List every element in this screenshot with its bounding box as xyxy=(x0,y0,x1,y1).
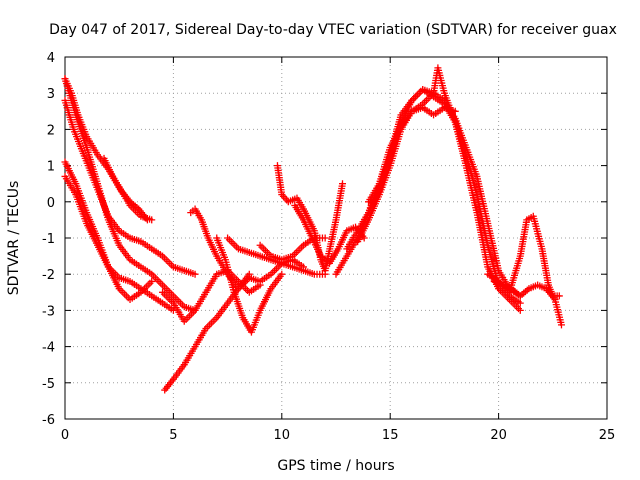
x-axis-label: GPS time / hours xyxy=(277,458,394,474)
y-axis-label: SDTVAR / TECUs xyxy=(6,181,22,296)
y-tick-label: 4 xyxy=(47,51,55,66)
data-point xyxy=(339,180,347,188)
x-tick-label: 15 xyxy=(382,428,399,443)
y-tick-label: -3 xyxy=(42,304,55,319)
data-point xyxy=(516,299,524,307)
data-point xyxy=(557,321,565,329)
data-point xyxy=(278,270,286,278)
y-tick-label: 3 xyxy=(47,87,55,102)
data-point xyxy=(191,270,199,278)
data-point xyxy=(516,306,524,314)
data-point xyxy=(148,277,156,285)
data-point xyxy=(143,216,151,224)
y-tick-label: 0 xyxy=(47,196,55,211)
y-tick-label: -4 xyxy=(42,341,55,356)
data-markers xyxy=(61,64,565,394)
y-tick-label: -6 xyxy=(42,413,55,428)
y-tick-label: -5 xyxy=(42,377,55,392)
x-tick-label: 0 xyxy=(61,428,69,443)
data-point xyxy=(555,292,563,300)
y-tick-label: 2 xyxy=(47,123,55,138)
data-point xyxy=(321,234,329,242)
grid-lines xyxy=(65,57,607,419)
x-tick-label: 20 xyxy=(490,428,507,443)
x-tick-label: 25 xyxy=(599,428,616,443)
x-tick-label: 10 xyxy=(274,428,291,443)
x-tick-label: 5 xyxy=(169,428,177,443)
axis-ticks: 0 5 10 15 20 25 -6 -5 -4 -3 -2 -1 0 1 2 3 4 xyxy=(42,51,615,443)
y-tick-label: -1 xyxy=(42,232,55,247)
chart-title: Day 047 of 2017, Sidereal Day-to-day VTE… xyxy=(49,22,617,38)
y-tick-label: -2 xyxy=(42,268,55,283)
y-tick-label: 1 xyxy=(47,160,55,175)
